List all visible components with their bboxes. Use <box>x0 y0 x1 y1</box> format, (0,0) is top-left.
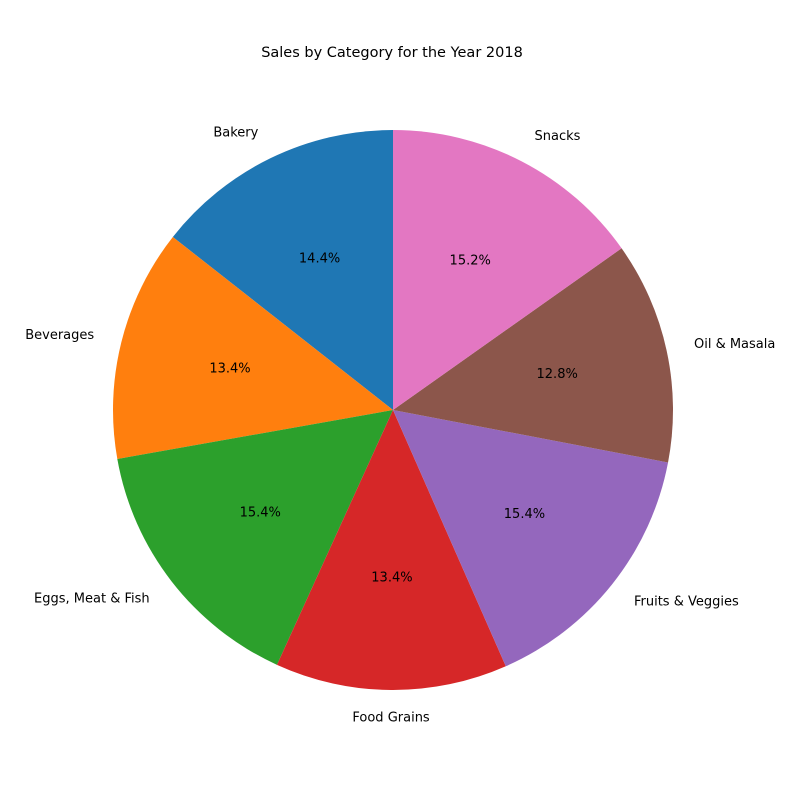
pie-slice-beverages <box>112 236 393 460</box>
percent-label-oil-and-masala: 12.8% <box>537 367 578 382</box>
percent-label-bakery: 14.4% <box>299 251 340 266</box>
pie-slice-food-grains <box>276 410 506 690</box>
pie-slice-snacks <box>393 130 622 410</box>
slice-label-bakery: Bakery <box>213 125 258 140</box>
pie-labels: Bakery 14.4% Beverages 13.4% Eggs, Meat & Fi… <box>25 125 775 725</box>
pie-slice-bakery <box>172 130 393 410</box>
slice-label-oil-and-masala: Oil & Masala <box>694 337 775 352</box>
slice-label-food-grains: Food Grains <box>352 710 430 725</box>
percent-label-eggs-meat-and-fish: 15.4% <box>240 505 281 520</box>
chart-title: Sales by Category for the Year 2018 <box>261 45 523 61</box>
slice-label-eggs-meat-and-fish: Eggs, Meat & Fish <box>34 591 150 606</box>
percent-label-food-grains: 13.4% <box>371 570 412 585</box>
slice-label-snacks: Snacks <box>535 129 581 144</box>
slice-label-fruits-and-veggies: Fruits & Veggies <box>634 594 739 609</box>
percent-label-snacks: 15.2% <box>450 253 491 268</box>
percent-label-fruits-and-veggies: 15.4% <box>504 507 545 522</box>
pie-slices <box>112 130 673 690</box>
pie-slice-oil-and-masala <box>393 248 673 463</box>
percent-label-beverages: 13.4% <box>209 362 250 377</box>
slice-label-beverages: Beverages <box>25 328 94 343</box>
pie-slice-fruits-and-veggies <box>393 410 669 667</box>
pie-slice-eggs-meat-and-fish <box>117 410 393 665</box>
